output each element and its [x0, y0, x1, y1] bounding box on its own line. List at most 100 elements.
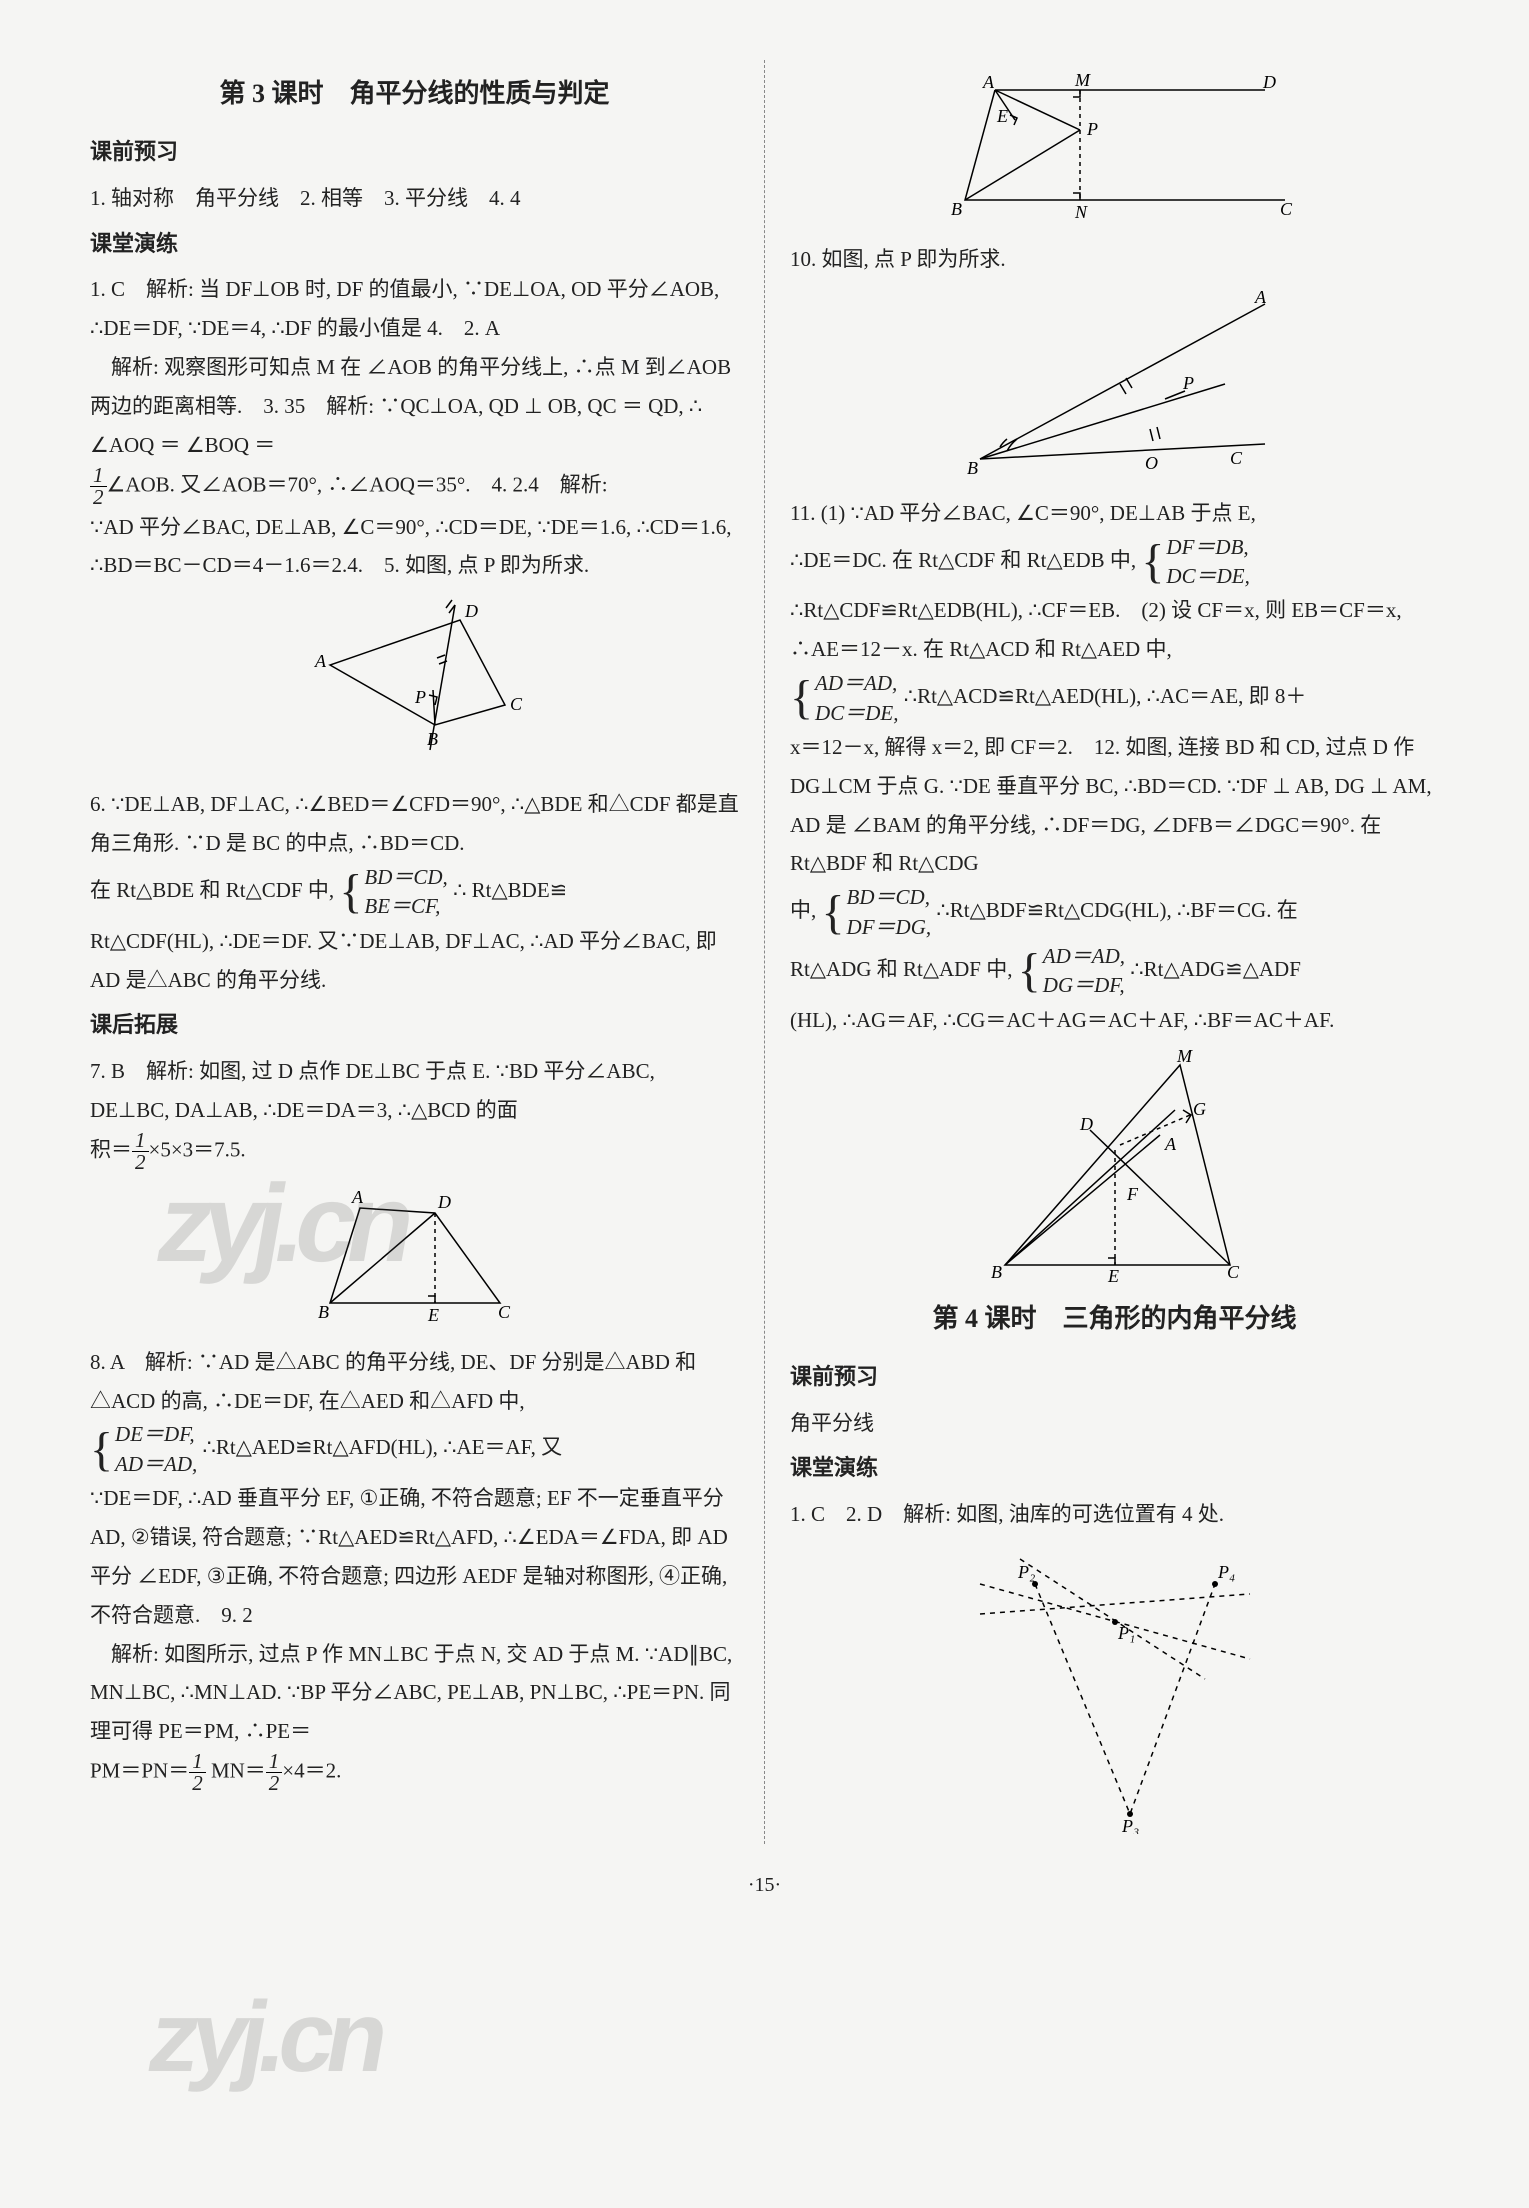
geometry-diagram: P₂ P₄ P₁ P₃: [960, 1544, 1270, 1834]
body-text: 1. C 2. D 解析: 如图, 油库的可选位置有 4 处.: [790, 1495, 1439, 1534]
svg-text:A: A: [314, 651, 327, 671]
body-text: AD＝AD,: [115, 1452, 197, 1476]
svg-text:P: P: [414, 687, 426, 707]
body-text: ∵AD 平分∠BAC, DE⊥AB, ∠C＝90°, ∴CD＝DE, ∵DE＝1…: [90, 508, 739, 586]
svg-text:D: D: [464, 601, 478, 621]
svg-text:C: C: [1230, 448, 1243, 468]
lesson-title: 第 4 课时 三角形的内角平分线: [790, 1295, 1439, 1343]
body-text: 7. B 解析: 如图, 过 D 点作 DE⊥BC 于点 E. ∵BD 平分∠A…: [90, 1052, 739, 1130]
body-text: 在 Rt△BDE 和 Rt△CDF 中,: [90, 878, 339, 902]
body-text: 1. 轴对称 角平分线 2. 相等 3. 平分线 4. 4: [90, 179, 739, 218]
svg-text:A: A: [1254, 289, 1267, 307]
body-text: 10. 如图, 点 P 即为所求.: [790, 240, 1439, 279]
body-text: ∴Rt△ACD≌Rt△AED(HL), ∴AC＝AE, 即 8＋: [904, 684, 1307, 708]
svg-text:F: F: [1126, 1184, 1139, 1204]
body-text: ∴ Rt△BDE≌: [453, 878, 567, 902]
body-text: DE＝DF,: [115, 1422, 195, 1446]
body-text: BE＝CF,: [364, 894, 440, 918]
svg-text:B: B: [951, 199, 962, 219]
geometry-diagram: A B C D E: [300, 1183, 530, 1333]
body-text: 11. (1) ∵AD 平分∠BAC, ∠C＝90°, DE⊥AB 于点 E,: [790, 494, 1439, 533]
body-text: Rt△CDF(HL), ∴DE＝DF. 又∵DE⊥AB, DF⊥AC, ∴AD …: [90, 922, 739, 1000]
body-text: AD＝AD,: [1043, 944, 1125, 968]
svg-text:B: B: [318, 1302, 329, 1322]
body-text: ∴DE＝DC. 在 Rt△CDF 和 Rt△EDB 中, {DF＝DB,DC＝D…: [790, 533, 1439, 592]
body-text: ∴DE＝DC. 在 Rt△CDF 和 Rt△EDB 中,: [790, 548, 1141, 572]
svg-text:D: D: [1079, 1114, 1093, 1134]
body-text: ∴Rt△BDF≌Rt△CDG(HL), ∴BF＝CG. 在: [936, 899, 1297, 923]
svg-text:C: C: [1280, 199, 1293, 219]
svg-text:N: N: [1074, 202, 1088, 222]
section-heading: 课堂演练: [90, 224, 739, 265]
lesson-title: 第 3 课时 角平分线的性质与判定: [90, 70, 739, 118]
svg-text:E: E: [1107, 1266, 1119, 1285]
geometry-diagram: A B C D P: [285, 595, 545, 775]
svg-text:M: M: [1074, 70, 1091, 90]
watermark: zyj.cn: [139, 1980, 860, 2100]
body-text: 中, {BD＝CD,DF＝DG, ∴Rt△BDF≌Rt△CDG(HL), ∴BF…: [790, 883, 1439, 942]
body-text: DC＝DE,: [1166, 564, 1249, 588]
body-text: 1. C 解析: 当 DF⊥OB 时, DF 的值最小, ∵DE⊥OA, OD …: [90, 270, 739, 348]
body-text: Rt△ADG 和 Rt△ADF 中, {AD＝AD,DG＝DF, ∴Rt△ADG…: [790, 942, 1439, 1001]
body-text: x＝12－x, 解得 x＝2, 即 CF＝2. 12. 如图, 连接 BD 和 …: [790, 728, 1439, 883]
body-text: ∴Rt△CDF≌Rt△EDB(HL), ∴CF＝EB. (2) 设 CF＝x, …: [790, 591, 1439, 669]
svg-text:P₂: P₂: [1017, 1562, 1035, 1582]
svg-text:A: A: [351, 1187, 364, 1207]
body-text: BD＝CD,: [364, 865, 447, 889]
body-text: 6. ∵DE⊥AB, DF⊥AC, ∴∠BED＝∠CFD＝90°, ∴△BDE …: [90, 785, 739, 863]
page-number: ·15·: [90, 1874, 1439, 1897]
svg-text:D: D: [437, 1192, 451, 1212]
svg-text:P₁: P₁: [1117, 1623, 1135, 1643]
svg-text:C: C: [498, 1302, 511, 1322]
body-text: 角平分线: [790, 1404, 1439, 1443]
svg-text:M: M: [1176, 1050, 1193, 1066]
svg-text:C: C: [510, 694, 523, 714]
body-text: (HL), ∴AG＝AF, ∴CG＝AC＋AG＝AC＋AF, ∴BF＝AC＋AF…: [790, 1001, 1439, 1040]
body-text: MN＝: [211, 1758, 266, 1782]
svg-text:E: E: [996, 106, 1008, 126]
body-text: 在 Rt△BDE 和 Rt△CDF 中, {BD＝CD,BE＝CF, ∴ Rt△…: [90, 863, 739, 922]
section-heading: 课后拓展: [90, 1005, 739, 1046]
body-text: ×5×3＝7.5.: [149, 1137, 246, 1161]
svg-text:B: B: [991, 1262, 1002, 1282]
svg-text:P: P: [1182, 373, 1194, 393]
section-heading: 课堂演练: [790, 1448, 1439, 1489]
body-text: {DE＝DF,AD＝AD, ∴Rt△AED≌Rt△AFD(HL), ∴AE＝AF…: [90, 1420, 739, 1479]
svg-text:A: A: [1164, 1134, 1177, 1154]
section-heading: 课前预习: [790, 1357, 1439, 1398]
svg-text:P: P: [1086, 119, 1098, 139]
body-text: ∵DE＝DF, ∴AD 垂直平分 EF, ①正确, 不符合题意; EF 不一定垂…: [90, 1479, 739, 1634]
svg-text:B: B: [967, 458, 978, 478]
geometry-diagram: M G A D F B E C: [965, 1050, 1265, 1285]
body-text: ∴Rt△ADG≌△ADF: [1130, 957, 1301, 981]
body-text: DC＝DE,: [815, 701, 898, 725]
svg-text:C: C: [1227, 1262, 1240, 1282]
svg-text:E: E: [427, 1305, 439, 1325]
geometry-diagram: A P B O C: [935, 289, 1295, 484]
body-text: ×4＝2.: [282, 1758, 341, 1782]
body-text: BD＝CD,: [847, 885, 930, 909]
body-text: 解析: 如图所示, 过点 P 作 MN⊥BC 于点 N, 交 AD 于点 M. …: [90, 1635, 739, 1752]
svg-text:P₃: P₃: [1121, 1816, 1139, 1834]
body-text: PM＝PN＝: [90, 1758, 189, 1782]
body-text: DF＝DG,: [847, 915, 932, 939]
body-text: DF＝DB,: [1166, 535, 1248, 559]
svg-text:O: O: [1145, 453, 1158, 473]
body-text: 解析: 观察图形可知点 M 在 ∠AOB 的角平分线上, ∴点 M 到∠AOB …: [90, 348, 739, 465]
svg-text:P₄: P₄: [1217, 1562, 1235, 1582]
column-divider: [764, 60, 765, 1844]
body-text: DG＝DF,: [1043, 973, 1125, 997]
svg-text:B: B: [427, 729, 438, 749]
svg-text:G: G: [1193, 1099, 1206, 1119]
left-column: 第 3 课时 角平分线的性质与判定 课前预习 1. 轴对称 角平分线 2. 相等…: [90, 60, 739, 1844]
body-text: {AD＝AD,DC＝DE, ∴Rt△ACD≌Rt△AED(HL), ∴AC＝AE…: [790, 669, 1439, 728]
body-text: Rt△ADG 和 Rt△ADF 中,: [790, 957, 1018, 981]
body-text: ∴Rt△AED≌Rt△AFD(HL), ∴AE＝AF, 又: [203, 1436, 563, 1460]
body-text: 中,: [790, 899, 822, 923]
section-heading: 课前预习: [90, 132, 739, 173]
body-text: ∠AOB. 又∠AOB＝70°, ∴∠AOQ＝35°. 4. 2.4 解析:: [107, 472, 608, 496]
body-text: PM＝PN＝12 MN＝12×4＝2.: [90, 1751, 739, 1794]
body-text: 8. A 解析: ∵AD 是△ABC 的角平分线, DE、DF 分别是△ABD …: [90, 1343, 739, 1421]
body-text: 积＝12×5×3＝7.5.: [90, 1130, 739, 1173]
geometry-diagram: A M D E P B N C: [925, 70, 1305, 230]
